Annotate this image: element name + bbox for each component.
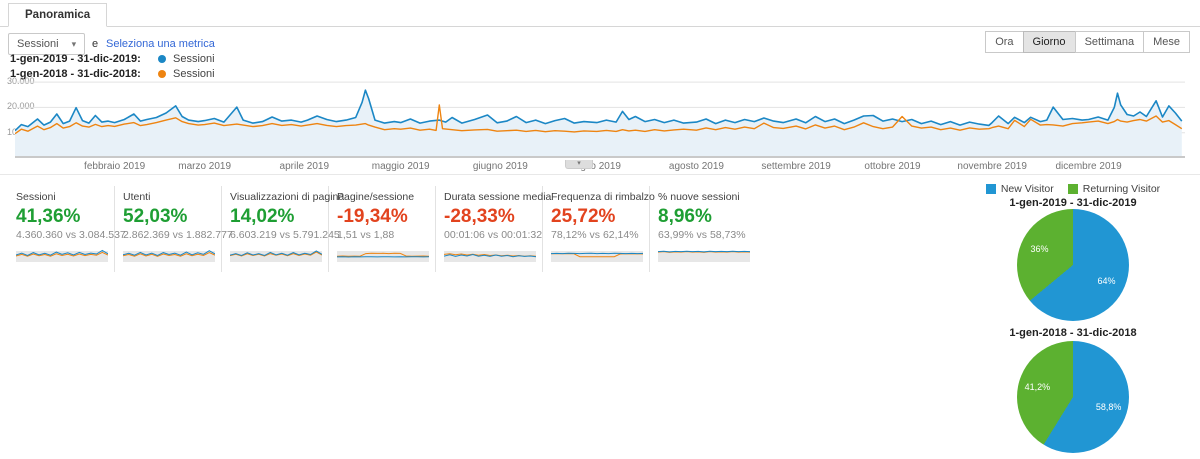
legend-row-0: 1-gen-2019 - 31-dic-2019: Sessioni <box>10 52 215 66</box>
granularity-button-settimana[interactable]: Settimana <box>1074 31 1145 53</box>
pie-legend: New Visitor Returning Visitor <box>985 183 1161 195</box>
metric-card-title: Frequenza di rimbalzo <box>551 191 655 203</box>
metric-select-value: Sessioni <box>17 38 59 50</box>
legend-date-range: 1-gen-2019 - 31-dic-2019: <box>10 53 141 65</box>
visitor-pie-chart-1[interactable]: 58,8% 41,2% <box>1017 341 1129 453</box>
granularity-button-ora[interactable]: Ora <box>985 31 1024 53</box>
pie-legend-label: Returning Visitor <box>1082 183 1161 195</box>
legend-series-label: Sessioni <box>173 68 215 80</box>
metric-card-3[interactable]: Pagine/sessione -19,34% 1,51 vs 1,88 <box>329 186 436 272</box>
x-axis-month-label: ottobre 2019 <box>864 161 921 172</box>
x-axis-month-label: dicembre 2019 <box>1055 161 1122 172</box>
metric-card-sparkline <box>336 245 433 267</box>
metric-card-title: % nuove sessioni <box>658 191 740 203</box>
metric-card-sparkline <box>550 245 647 267</box>
x-axis-month-label: luglio 2019 <box>572 161 621 172</box>
metric-card-title: Pagine/sessione <box>337 191 415 203</box>
x-axis-month-label: marzo 2019 <box>178 161 232 172</box>
x-axis-month-label: aprile 2019 <box>279 161 330 172</box>
x-axis-month-label: settembre 2019 <box>761 161 831 172</box>
legend-swatch-icon <box>985 184 996 194</box>
pie-slice-label: 64% <box>1097 275 1116 286</box>
metric-card-delta: 14,02% <box>230 206 295 227</box>
metric-card-sparkline <box>229 245 326 267</box>
x-axis-month-label: agosto 2019 <box>668 161 724 172</box>
y-axis-tick-label: 20.000 <box>7 101 35 112</box>
metric-card-comparison: 00:01:06 vs 00:01:32 <box>444 229 543 241</box>
sessions-line-chart[interactable] <box>14 80 1185 158</box>
metric-card-sparkline <box>657 245 755 267</box>
tab-panoramica[interactable]: Panoramica <box>8 3 108 27</box>
x-axis-month-label: febbraio 2019 <box>84 161 146 172</box>
legend-date-range: 1-gen-2018 - 31-dic-2018: <box>10 68 141 80</box>
series-color-dot-icon <box>158 55 166 63</box>
pie-slice-label: 41,2% <box>1024 381 1051 392</box>
granularity-button-giorno[interactable]: Giorno <box>1022 31 1076 53</box>
metric-card-comparison: 1,51 vs 1,88 <box>337 229 395 241</box>
tab-bar: Panoramica <box>0 0 1200 27</box>
granularity-buttons: Ora Giorno Settimana Mese <box>985 31 1190 53</box>
metric-card-5[interactable]: Frequenza di rimbalzo 25,72% 78,12% vs 62,… <box>543 186 655 272</box>
pie-title-1: 1-gen-2018 - 31-dic-2018 <box>1009 327 1137 339</box>
pie-legend-label: New Visitor <box>1000 183 1054 195</box>
metric-card-delta: -28,33% <box>444 206 515 227</box>
metric-card-title: Visualizzazioni di pagina <box>230 191 345 203</box>
pie-legend-item: Returning Visitor <box>1067 183 1161 195</box>
metric-card-6[interactable]: % nuove sessioni 8,96% 63,99% vs 58,73% <box>650 186 757 272</box>
series-color-dot-icon <box>158 70 166 78</box>
chart-legend: 1-gen-2019 - 31-dic-2019: Sessioni 1-gen-2… <box>10 52 215 82</box>
metric-card-4[interactable]: Durata sessione media -28,33% 00:01:06 vs … <box>436 186 552 272</box>
x-axis-month-label: novembre 2019 <box>957 161 1027 172</box>
metric-card-0[interactable]: Sessioni 41,36% 4.360.360 vs 3.084.537 <box>8 186 126 272</box>
chart-x-axis: febbraio 2019 marzo 2019 aprile 2019 maggio… <box>0 160 1200 174</box>
metric-card-2[interactable]: Visualizzazioni di pagina 14,02% 6.603.219… <box>222 186 345 272</box>
metric-card-comparison: 6.603.219 vs 5.791.245 <box>230 229 340 241</box>
visitor-pie-section: New Visitor Returning Visitor 1-gen-2019 … <box>985 183 1161 453</box>
metric-card-delta: -19,34% <box>337 206 408 227</box>
metric-card-comparison: 78,12% vs 62,14% <box>551 229 639 241</box>
conjunction-text: e <box>92 38 99 50</box>
axis-separator <box>0 174 1200 175</box>
visitor-pie-chart-0[interactable]: 64% 36% <box>1017 209 1129 321</box>
metric-card-comparison: 2.862.369 vs 1.882.777 <box>123 229 233 241</box>
legend-row-1: 1-gen-2018 - 31-dic-2018: Sessioni <box>10 67 215 81</box>
metric-card-title: Utenti <box>123 191 151 203</box>
metric-card-sparkline <box>122 245 219 267</box>
metric-card-1[interactable]: Utenti 52,03% 2.862.369 vs 1.882.777 <box>115 186 233 272</box>
pie-title-0: 1-gen-2019 - 31-dic-2019 <box>1009 197 1137 209</box>
metric-card-title: Sessioni <box>16 191 56 203</box>
metric-card-title: Durata sessione media <box>444 191 552 203</box>
legend-series-label: Sessioni <box>173 53 215 65</box>
x-axis-month-label: maggio 2019 <box>371 161 430 172</box>
metric-cards: Sessioni 41,36% 4.360.360 vs 3.084.537 Uten… <box>8 186 757 272</box>
metric-select[interactable]: Sessioni ▾ <box>8 33 86 55</box>
metric-card-sparkline <box>443 245 540 267</box>
metric-card-delta: 41,36% <box>16 206 81 227</box>
metric-card-comparison: 4.360.360 vs 3.084.537 <box>16 229 126 241</box>
granularity-button-mese[interactable]: Mese <box>1143 31 1190 53</box>
metric-card-sparkline <box>15 245 112 267</box>
metric-card-delta: 25,72% <box>551 206 616 227</box>
pie-slice-label: 36% <box>1030 244 1049 255</box>
chevron-down-icon: ▾ <box>71 39 77 49</box>
annotations-drawer-handle[interactable]: ▾ <box>565 160 593 169</box>
metric-card-delta: 8,96% <box>658 206 712 227</box>
pie-legend-item: New Visitor <box>985 183 1054 195</box>
metric-card-comparison: 63,99% vs 58,73% <box>658 229 746 241</box>
pie-slice-label: 58,8% <box>1095 402 1122 413</box>
metric-card-delta: 52,03% <box>123 206 188 227</box>
x-axis-month-label: giugno 2019 <box>472 161 528 172</box>
y-axis-tick-label: 30.000 <box>7 76 35 87</box>
legend-swatch-icon <box>1067 184 1078 194</box>
add-metric-link[interactable]: Seleziona una metrica <box>106 38 215 50</box>
